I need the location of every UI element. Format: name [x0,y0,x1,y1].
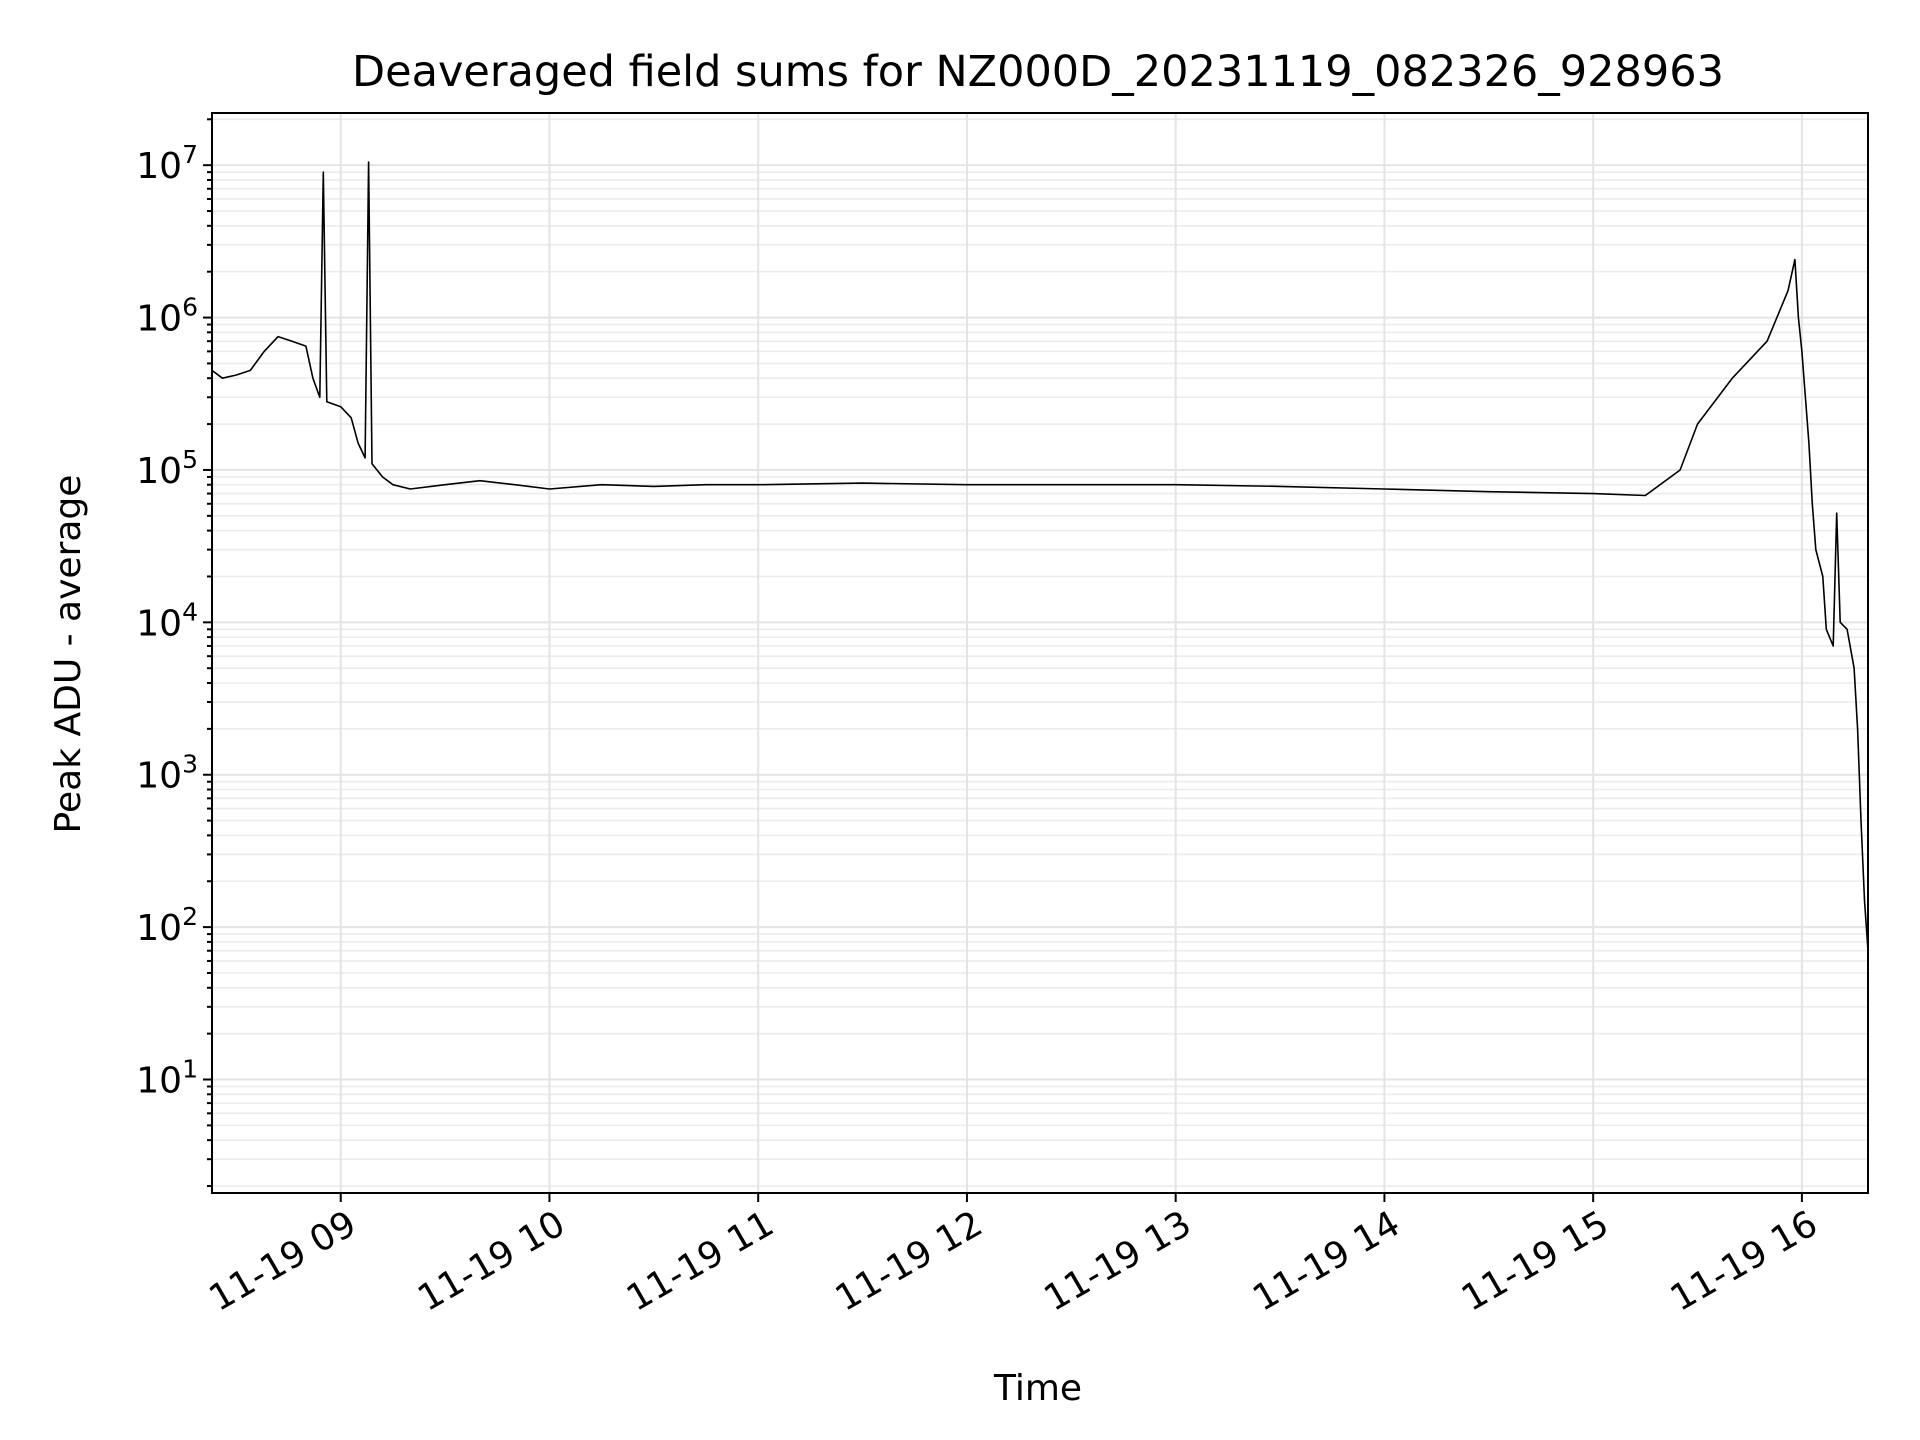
plot-area [211,161,1869,951]
x-tick-label: 11-19 13 [1038,1203,1199,1319]
y-tick-label: 101 [136,1055,198,1102]
x-tick-label: 11-19 10 [411,1203,572,1319]
chart-title: Deaveraged field sums for NZ000D_2023111… [352,47,1724,97]
x-tick-label: 11-19 09 [203,1203,364,1319]
grid [212,113,1868,1193]
series-line [211,161,1869,951]
x-tick-label: 11-19 15 [1455,1203,1616,1319]
axes-frame [211,112,1869,1194]
y-tick-label: 106 [136,293,198,340]
x-tick-label: 11-19 12 [829,1203,990,1319]
y-axis-label: Peak ADU - average [48,475,89,834]
x-tick-label: 11-19 14 [1246,1203,1407,1319]
y-tick-label: 102 [136,902,198,949]
y-tick-label: 107 [136,140,198,187]
x-tick-label: 11-19 11 [620,1203,781,1319]
y-tick-label: 104 [136,597,198,644]
y-axis: 101 102 103 104 105 106 107 [136,118,212,1188]
x-axis: 11-19 09 11-19 10 11-19 11 11-19 12 11-19 13… [203,1193,1825,1320]
y-tick-label: 105 [136,445,198,492]
x-axis-label: Time [993,1368,1082,1409]
y-tick-label: 103 [136,750,198,797]
x-tick-label: 11-19 16 [1664,1203,1825,1319]
